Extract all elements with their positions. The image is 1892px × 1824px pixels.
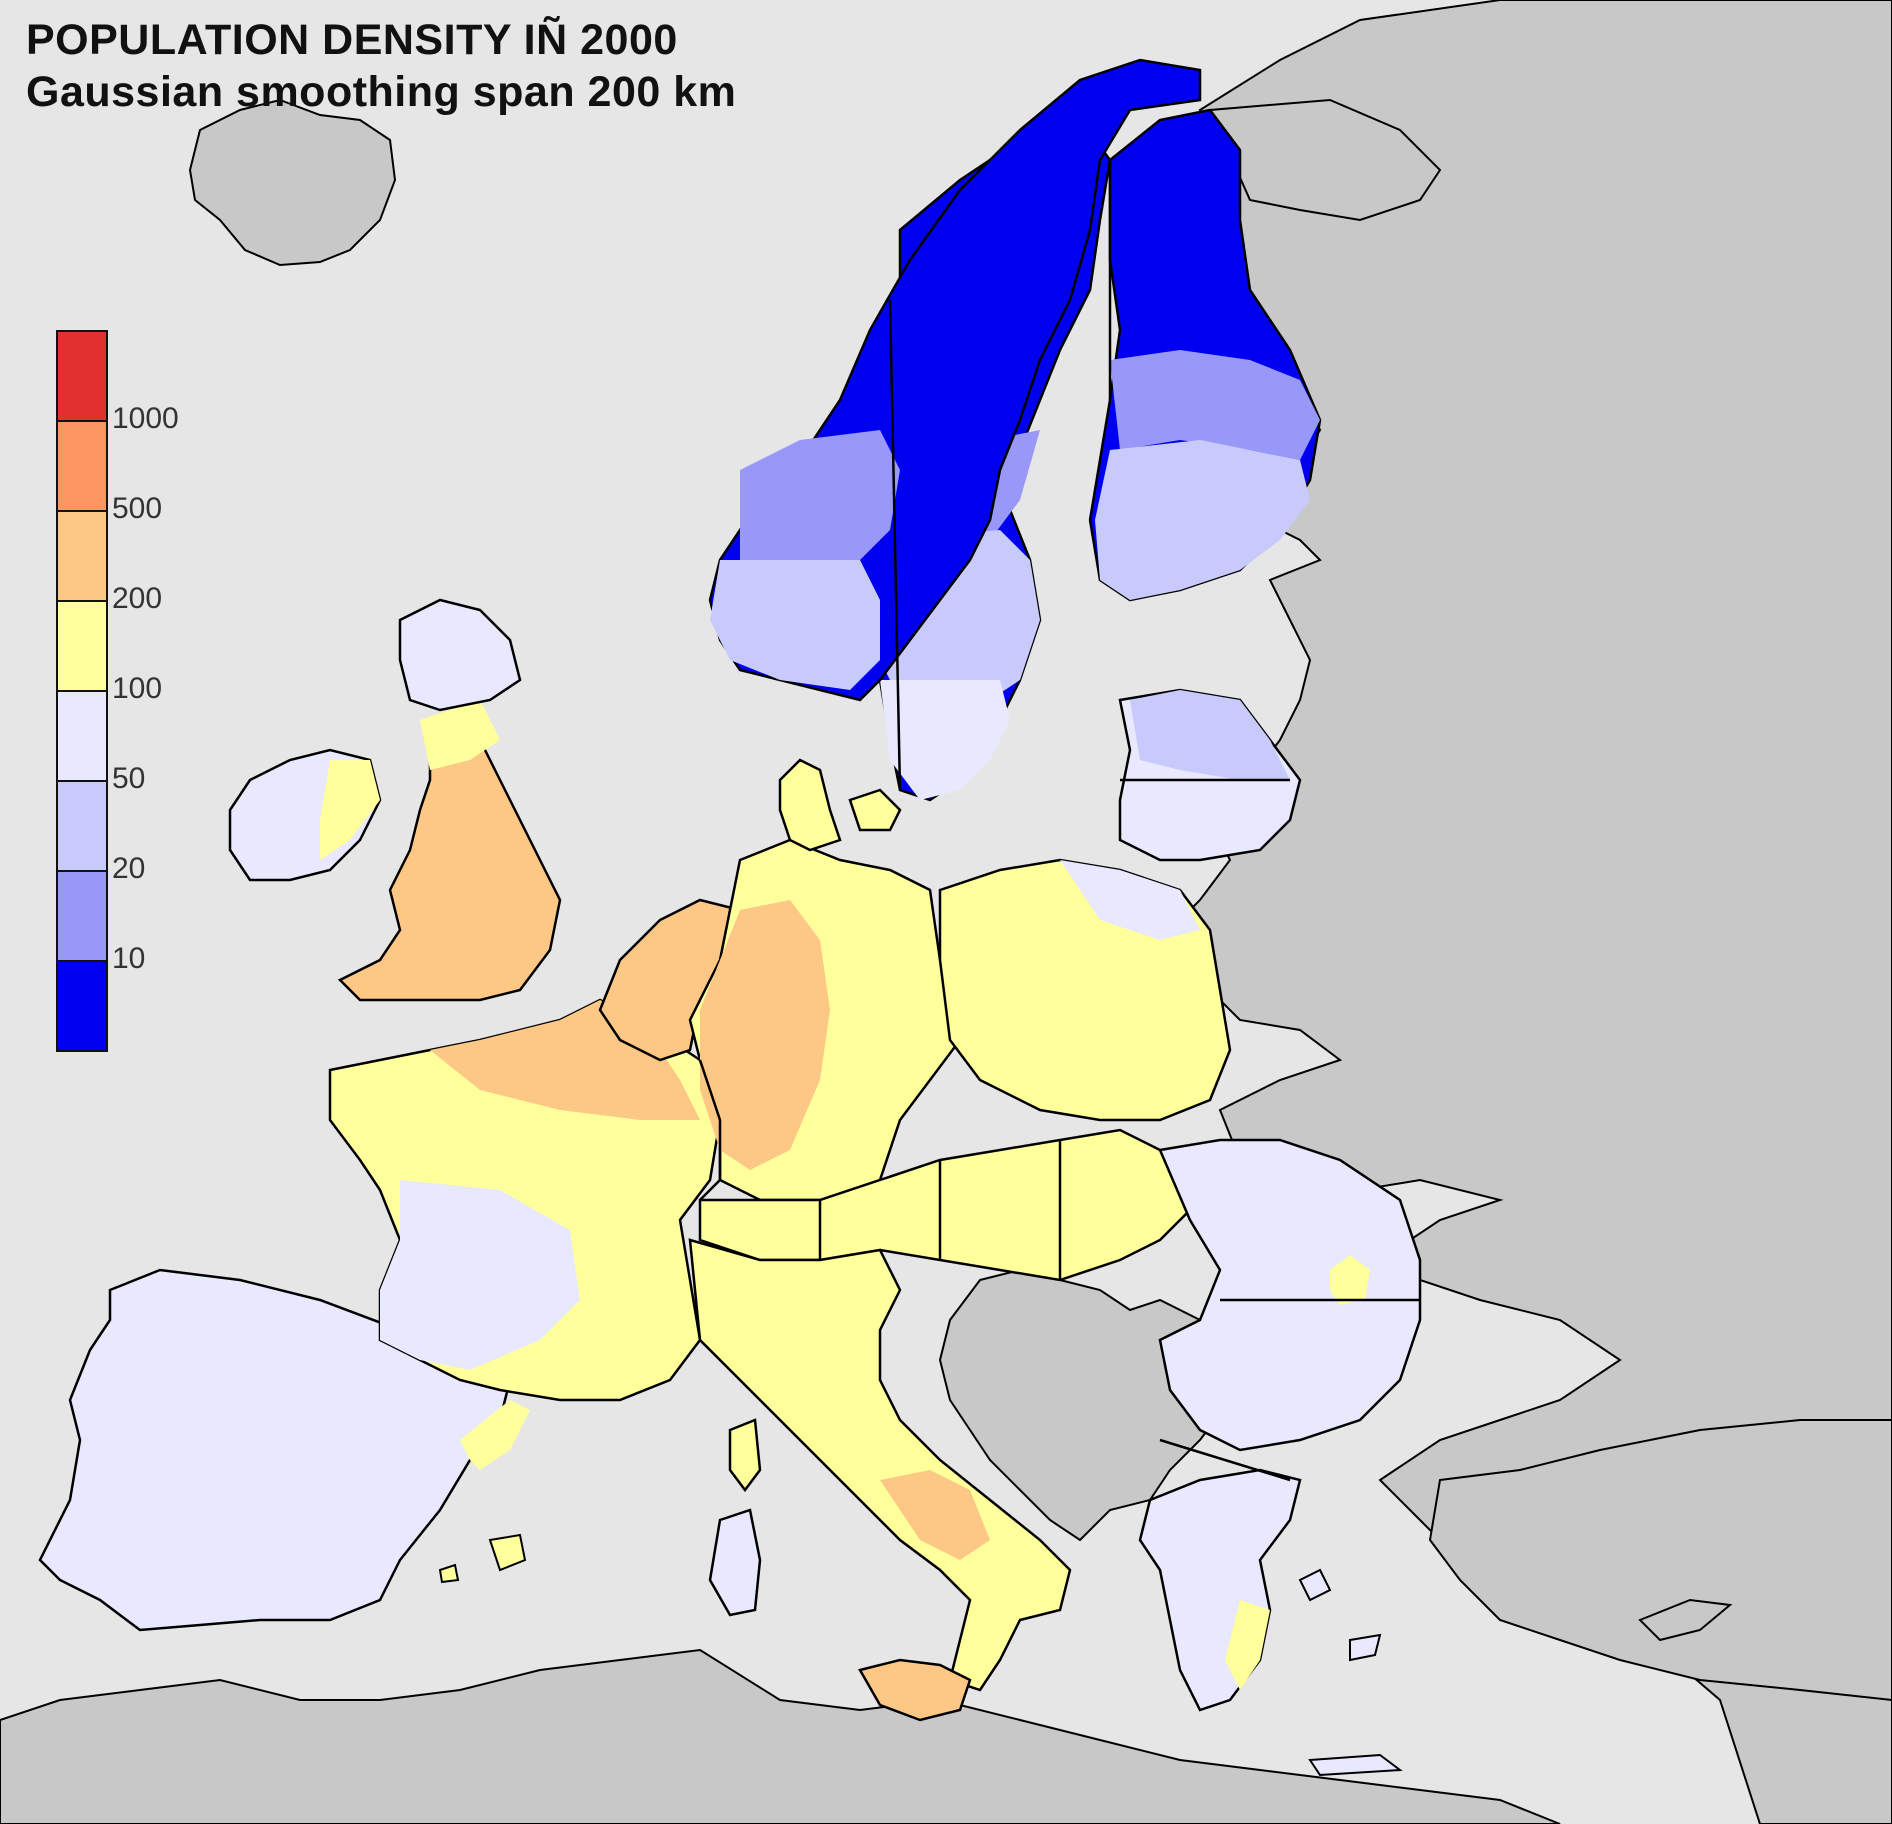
legend-break-label: 500 — [112, 492, 163, 525]
legend-break-label: 50 — [112, 762, 146, 795]
map-subtitle: Gaussian smoothing span 200 km — [26, 68, 737, 116]
map-title: POPULATION DENSITY IÑ 2000 — [26, 16, 678, 64]
poland — [938, 858, 1232, 1122]
legend-swatch — [58, 602, 106, 692]
legend-break-label: 200 — [112, 582, 163, 615]
scotland — [398, 598, 522, 712]
title-block: POPULATION DENSITY IÑ 2000 Gaussian smoo… — [26, 14, 736, 118]
legend-swatch — [58, 872, 106, 962]
legend-swatch — [58, 332, 106, 422]
sardinia — [708, 1508, 762, 1617]
great-britain — [337, 738, 562, 1002]
legend-swatch — [58, 962, 106, 1050]
legend-swatch — [58, 422, 106, 512]
legend-break-label: 1000 — [112, 402, 179, 435]
denmark — [778, 758, 902, 852]
corsica — [728, 1418, 762, 1493]
legend-swatch — [58, 512, 106, 602]
small-islands — [438, 1533, 1403, 1777]
legend-color-bar — [56, 330, 108, 1052]
legend-break-label: 100 — [112, 672, 163, 705]
legend-break-label: 10 — [112, 942, 146, 975]
legend-swatch — [58, 692, 106, 782]
sicily — [858, 1658, 972, 1722]
internal-borders — [698, 160, 1420, 1482]
study-area — [38, 58, 1422, 1722]
romania-bulgaria — [1158, 1138, 1422, 1452]
legend-break-label: 20 — [112, 852, 146, 885]
legend-swatch — [58, 782, 106, 872]
italy — [688, 1238, 1072, 1692]
